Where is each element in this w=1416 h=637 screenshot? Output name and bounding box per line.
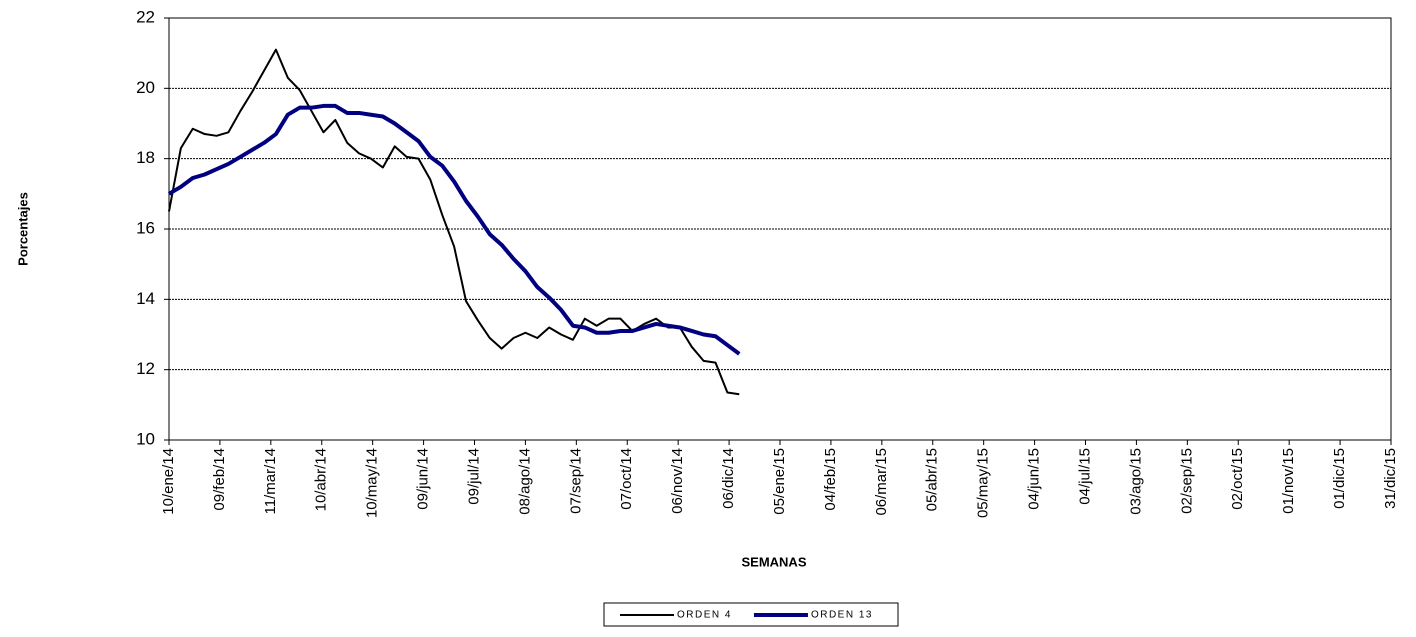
x-tick-label: 04/feb/15 [822, 448, 839, 511]
y-tick-label: 22 [136, 7, 155, 26]
legend-label: ORDEN 13 [811, 610, 873, 621]
series-line [168, 48, 740, 396]
x-tick-label: 02/sep/15 [1178, 448, 1195, 514]
x-axis-title: SEMANAS [741, 554, 806, 569]
x-tick-label: 31/dic/15 [1382, 448, 1399, 509]
x-tick-label: 08/ago/14 [516, 448, 533, 515]
x-tick-label: 11/mar/14 [262, 448, 279, 514]
y-tick-label: 14 [136, 289, 155, 308]
y-tick-label: 20 [136, 78, 155, 97]
x-tick-label: 09/jun/14 [415, 448, 432, 510]
x-tick-label: 04/jul/15 [1076, 448, 1093, 505]
x-tick-label: 04/jun/15 [1026, 448, 1043, 510]
x-tick-label: 05/may/15 [975, 448, 992, 518]
legend-label: ORDEN 4 [677, 610, 732, 621]
y-tick-label: 16 [136, 218, 155, 237]
y-axis-title: Porcentajes [15, 192, 30, 266]
legend-box [603, 602, 899, 627]
x-tick-label: 06/nov/14 [669, 448, 686, 514]
x-tick-label: 10/abr/14 [313, 448, 330, 511]
x-tick-label: 02/oct/15 [1229, 448, 1246, 510]
x-tick-label: 01/nov/15 [1280, 448, 1297, 514]
series-line [167, 103, 741, 356]
x-tick-label: 01/dic/15 [1331, 448, 1348, 509]
x-tick-label: 06/mar/15 [873, 448, 890, 516]
y-tick-label: 18 [136, 148, 155, 167]
x-tick-label: 10/ene/14 [160, 448, 177, 515]
x-tick-label: 07/sep/14 [567, 448, 584, 514]
x-tick-label: 03/ago/15 [1127, 448, 1144, 515]
x-tick-label: 05/ene/15 [771, 448, 788, 515]
x-tick-label: 09/feb/14 [211, 448, 228, 511]
x-tick-label: 05/abr/15 [924, 448, 941, 511]
y-tick-label: 10 [136, 429, 155, 448]
plot-frame [168, 17, 1392, 441]
x-tick-label: 10/may/14 [364, 448, 381, 518]
x-tick-label: 07/oct/14 [618, 448, 635, 510]
x-tick-label: 06/dic/14 [720, 448, 737, 509]
y-tick-label: 12 [136, 359, 155, 378]
x-tick-label: 09/jul/14 [465, 448, 482, 505]
